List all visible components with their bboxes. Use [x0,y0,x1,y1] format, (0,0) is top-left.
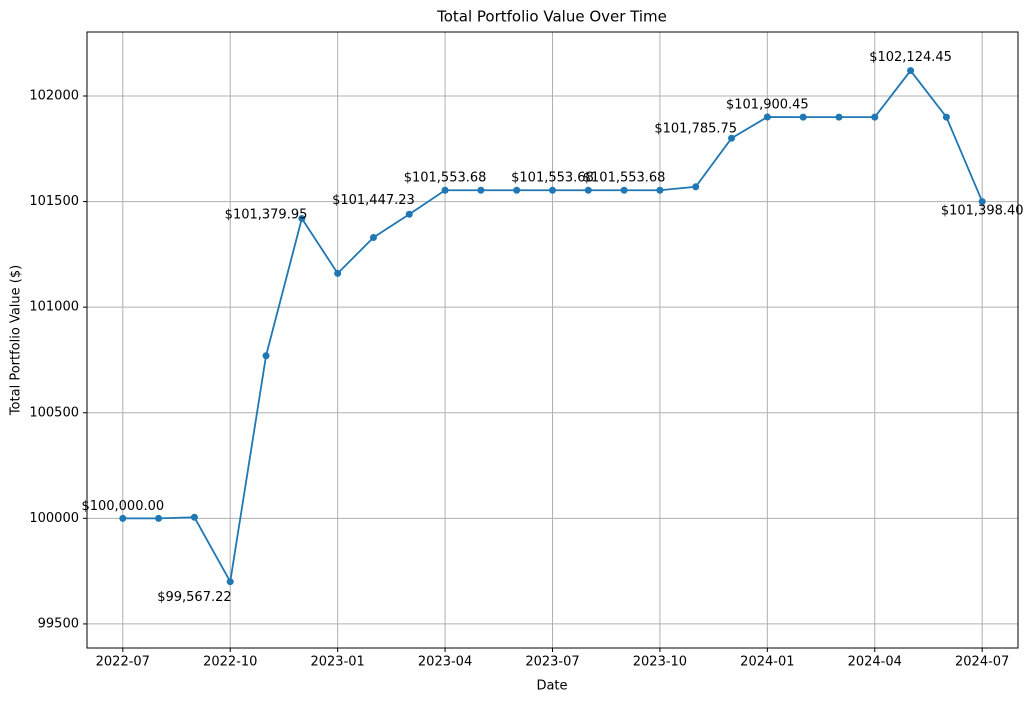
point [978,198,986,206]
x-tick-label: 2024-07 [955,655,1009,670]
x-tick-label: 2023-01 [310,655,364,670]
annotation: $102,124.45 [869,50,952,65]
point [334,269,342,277]
x-tick-label: 2022-07 [96,655,150,670]
annotation: $101,379.95 [225,207,308,222]
point [190,513,198,521]
annotation: $101,398.40 [941,204,1024,219]
point [549,186,556,194]
point [155,514,163,522]
x-tick-label: 2023-04 [418,655,472,670]
annotation: $99,567.22 [157,590,231,605]
point [728,134,736,142]
point [942,113,950,121]
y-tick-label: 100000 [29,511,79,526]
annotation: $101,553.68 [511,171,594,186]
x-axis-label: Date [536,679,567,694]
y-tick-label: 99500 [38,616,79,631]
point [477,186,485,194]
y-tick-label: 101500 [29,194,79,209]
point [871,113,879,121]
y-tick-label: 101000 [29,300,79,315]
point [763,113,771,121]
x-tick-label: 2024-04 [848,655,902,670]
plot-frame [86,31,1019,649]
point [513,186,521,194]
y-tick-label: 102000 [29,88,79,103]
point [835,113,843,121]
x-tick-label: 2023-07 [525,655,579,670]
point [584,186,592,194]
point [656,186,664,194]
point [262,352,270,360]
annotation: $101,447.23 [332,193,415,208]
x-tick-label: 2024-01 [740,655,794,670]
y-tick-label: 100500 [29,405,79,420]
point [369,233,377,241]
point [298,214,306,222]
point [441,186,449,194]
annotation: $101,900.45 [726,98,809,113]
point [620,186,628,194]
chart-title: Total Portfolio Value Over Time [436,8,667,26]
x-tick-label: 2022-10 [203,655,257,670]
annotation: $100,000.00 [81,499,164,514]
y-axis-label: Total Portfolio Value ($) [9,265,24,416]
point [226,578,234,586]
x-tick-label: 2023-10 [633,655,687,670]
point [799,113,807,121]
annotation: $101,553.68 [583,171,666,186]
point [405,210,413,218]
annotation: $101,553.68 [404,171,487,186]
point [692,183,700,191]
point [119,514,127,522]
annotation: $101,785.75 [654,122,737,137]
point [907,67,915,75]
